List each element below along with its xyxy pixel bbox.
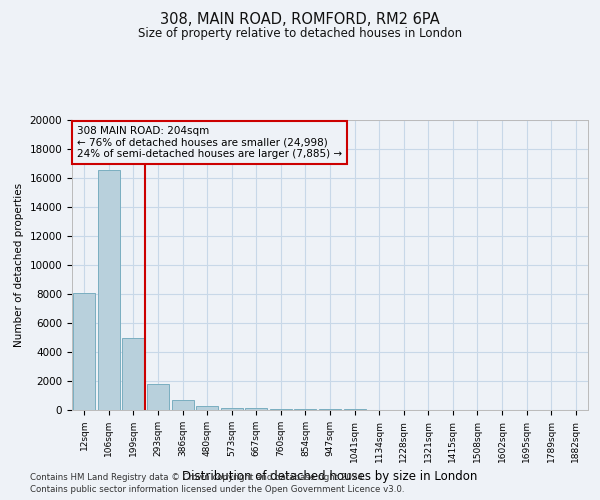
Bar xyxy=(172,400,194,410)
Text: Contains public sector information licensed under the Open Government Licence v3: Contains public sector information licen… xyxy=(30,485,404,494)
Bar xyxy=(147,384,169,410)
Bar xyxy=(221,408,243,410)
Bar xyxy=(196,406,218,410)
Text: Contains HM Land Registry data © Crown copyright and database right 2024.: Contains HM Land Registry data © Crown c… xyxy=(30,472,365,482)
Text: Size of property relative to detached houses in London: Size of property relative to detached ho… xyxy=(138,28,462,40)
Y-axis label: Number of detached properties: Number of detached properties xyxy=(14,183,24,347)
Bar xyxy=(295,408,316,410)
Text: 308, MAIN ROAD, ROMFORD, RM2 6PA: 308, MAIN ROAD, ROMFORD, RM2 6PA xyxy=(160,12,440,28)
Text: 308 MAIN ROAD: 204sqm
← 76% of detached houses are smaller (24,998)
24% of semi-: 308 MAIN ROAD: 204sqm ← 76% of detached … xyxy=(77,126,342,159)
Bar xyxy=(122,338,145,410)
X-axis label: Distribution of detached houses by size in London: Distribution of detached houses by size … xyxy=(182,470,478,483)
Bar xyxy=(98,170,120,410)
Bar xyxy=(270,408,292,410)
Bar xyxy=(73,294,95,410)
Bar xyxy=(245,408,268,410)
